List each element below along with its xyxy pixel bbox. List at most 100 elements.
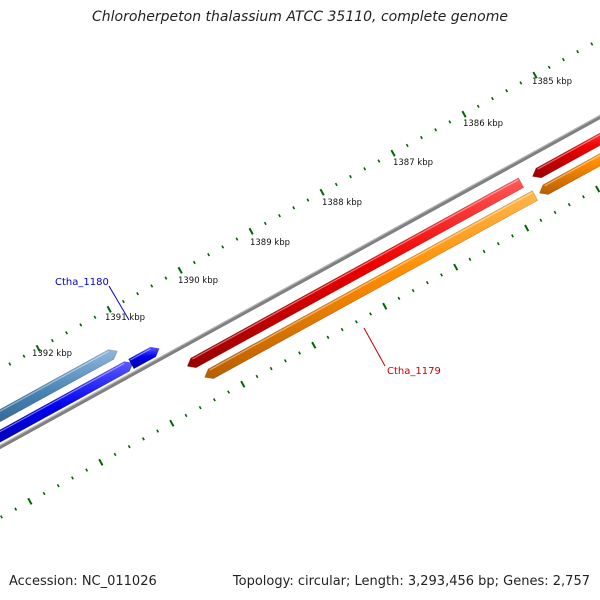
outer-tick <box>136 292 139 296</box>
scale-label: 1391 kbp <box>105 313 145 323</box>
inner-tick <box>453 263 459 271</box>
outer-tick <box>334 182 338 187</box>
outer-tick <box>576 50 580 54</box>
inner-tick <box>56 484 60 488</box>
outer-tick <box>164 276 168 280</box>
inner-tick <box>283 359 287 363</box>
outer-tick <box>476 104 480 109</box>
inner-tick <box>582 195 585 199</box>
outer-tick <box>349 174 352 179</box>
inner-tick <box>85 468 89 472</box>
inner-tick <box>0 515 3 519</box>
gene-label-ctha-1180: Ctha_1180 <box>55 277 109 288</box>
inner-tick <box>113 452 117 457</box>
inner-tick <box>227 390 231 394</box>
outer-tick-ring <box>8 42 594 366</box>
outer-tick <box>79 323 83 327</box>
inner-tick <box>369 312 372 316</box>
gene-orange-arrow-1-highlight <box>209 192 533 371</box>
accession-text: Accession: NC_011026 <box>9 574 157 589</box>
outer-tick <box>235 237 239 241</box>
inner-tick <box>425 281 429 285</box>
outer-tick <box>50 338 54 343</box>
gene-orange-arrow-2 <box>538 153 600 195</box>
backbone-line <box>0 114 600 450</box>
gene-red-arrow-1-highlight <box>192 179 519 360</box>
gene-steel-arrow-highlight <box>0 351 109 412</box>
scale-label: 1389 kbp <box>250 238 290 248</box>
gene-blue-arrow-1-highlight <box>0 362 125 433</box>
inner-tick <box>212 398 216 402</box>
outer-tick <box>306 198 310 202</box>
inner-tick <box>127 444 131 449</box>
inner-tick <box>553 210 557 215</box>
outer-tick <box>319 188 325 196</box>
outer-tick <box>532 71 538 79</box>
outer-tick <box>547 65 551 70</box>
inner-tick <box>411 288 415 293</box>
inner-tick <box>298 351 302 355</box>
inner-tick <box>539 218 543 222</box>
leader-line-ctha-1180 <box>108 285 130 321</box>
inner-tick <box>482 249 486 254</box>
inner-tick <box>595 185 600 193</box>
outer-tick <box>65 331 69 335</box>
outer-tick <box>177 266 183 274</box>
gene-blue-arrow-2-highlight <box>129 348 151 361</box>
inner-tick <box>397 296 401 301</box>
feature-group <box>0 132 600 443</box>
gene-label-group: Ctha_1180 Ctha_1179 <box>55 277 441 377</box>
gene-blue-arrow-2 <box>128 346 160 370</box>
backbone-highlight <box>0 114 600 446</box>
backbone-group <box>0 114 600 450</box>
outer-tick <box>93 315 97 319</box>
inner-tick-ring <box>0 185 600 519</box>
outer-tick <box>505 89 509 93</box>
inner-tick <box>240 380 246 388</box>
map-title: Chloroherpeton thalassium ATCC 35110, co… <box>92 9 508 25</box>
inner-tick <box>511 234 514 238</box>
inner-tick <box>311 341 317 349</box>
leader-line-ctha-1179 <box>363 327 386 367</box>
inner-tick <box>27 497 33 505</box>
outer-tick <box>405 143 409 148</box>
outer-tick <box>590 42 594 46</box>
inner-tick <box>142 437 145 441</box>
scale-label-group: 1385 kbp 1386 kbp 1387 kbp 1388 kbp 1389 kbp… <box>32 77 572 359</box>
outer-tick <box>263 221 267 226</box>
gene-blue-arrow-1 <box>0 361 134 443</box>
inner-tick <box>468 257 472 262</box>
outer-tick <box>278 213 281 218</box>
inner-tick <box>269 366 273 371</box>
outer-tick <box>8 362 12 366</box>
inner-tick <box>98 458 104 466</box>
outer-tick <box>561 57 565 62</box>
inner-tick <box>326 335 330 340</box>
gene-orange-arrow-2-highlight <box>544 154 600 187</box>
inner-tick <box>169 419 175 427</box>
outer-tick <box>363 167 367 171</box>
inner-tick <box>382 302 388 310</box>
outer-tick <box>221 245 225 249</box>
outer-tick <box>420 135 423 140</box>
inner-tick <box>156 429 160 433</box>
outer-tick <box>390 149 396 157</box>
outer-tick <box>248 227 254 235</box>
scale-label: 1392 kbp <box>32 349 72 359</box>
topology-summary: Topology: circular; Length: 3,293,456 bp… <box>232 574 590 589</box>
inner-tick <box>184 413 188 418</box>
outer-tick <box>491 96 494 101</box>
inner-tick <box>440 273 443 277</box>
outer-tick <box>35 344 41 352</box>
gene-red-arrow-2-highlight <box>537 134 600 170</box>
inner-tick <box>42 491 46 496</box>
inner-tick <box>255 374 259 379</box>
inner-tick <box>14 507 18 511</box>
outer-tick <box>434 128 438 132</box>
outer-tick <box>192 260 196 265</box>
scale-label: 1386 kbp <box>463 119 503 129</box>
outer-tick <box>292 206 296 210</box>
outer-tick <box>207 252 210 257</box>
outer-tick <box>377 159 381 163</box>
